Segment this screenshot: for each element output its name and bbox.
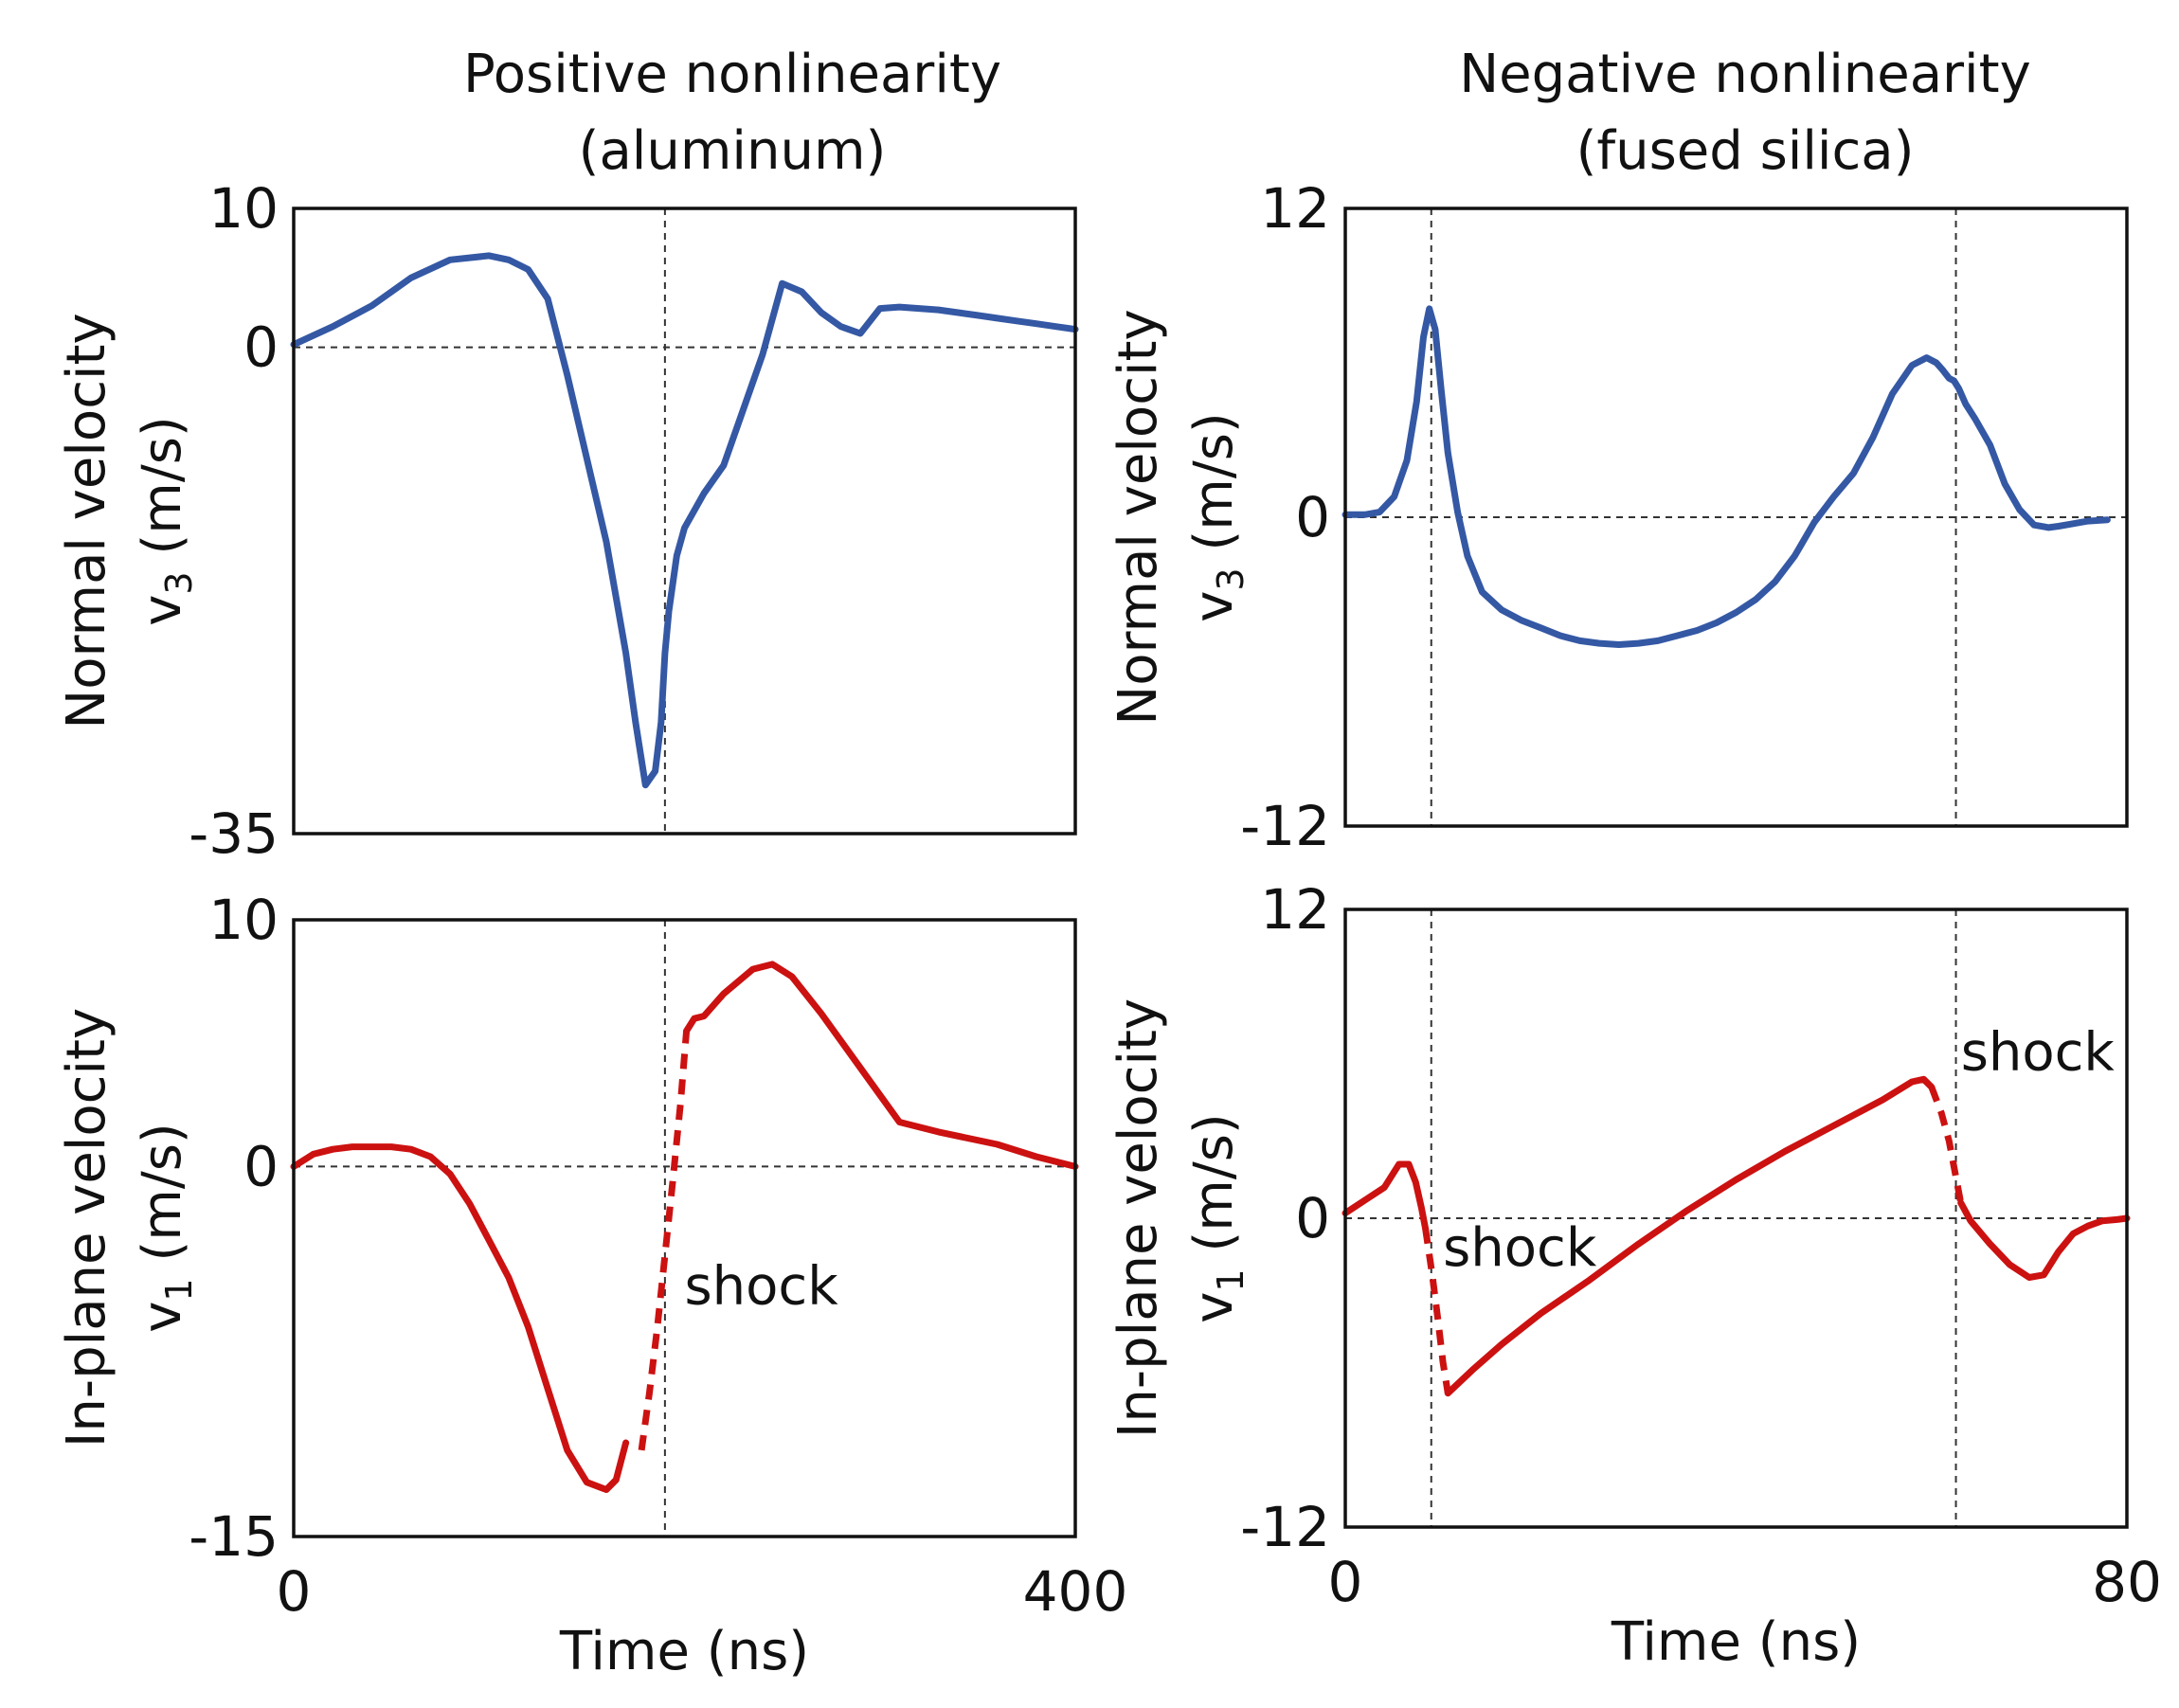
y-tick-label: 10 [208, 888, 279, 952]
series-v3-segment-0 [1342, 305, 2111, 648]
x-tick-label: 0 [277, 1559, 312, 1624]
y-tick-label: 0 [1295, 1186, 1330, 1250]
y-tick-label: 12 [1260, 877, 1330, 942]
y-tick-label: 10 [208, 176, 279, 241]
y-tick-label: 0 [1295, 485, 1330, 549]
y-axis-label: Normal velocity [1108, 309, 1169, 725]
series-v1-segment-0 [1342, 1160, 1430, 1232]
x-tick-label: 80 [2092, 1550, 2162, 1614]
y-tick-label: 0 [243, 1134, 279, 1198]
shock-annotation: shock [1443, 1217, 1597, 1279]
left-column-subtitle: (aluminum) [579, 120, 887, 182]
series-v3-segment-0 [290, 252, 1079, 789]
series-v1-segment-0 [290, 1143, 630, 1493]
series-v1-segment-1 [638, 1030, 691, 1451]
y-axis-sublabel: v1 (m/s) [1183, 1113, 1252, 1322]
y-axis-sublabel: v3 (m/s) [1183, 412, 1252, 621]
panel-silica-normal-velocity: 12 0 -12 Normal velocity v3 (m/s) [1108, 176, 2129, 858]
y-axis-label: In-plane velocity [1108, 998, 1169, 1438]
series-v1-segment-1 [1422, 1228, 1451, 1394]
plot-frame [1343, 207, 2129, 828]
series-v1-segment-3 [1928, 1086, 1965, 1204]
y-tick-label: -15 [189, 1504, 279, 1569]
plot-frame [292, 207, 1077, 836]
x-tick-label: 400 [1023, 1559, 1128, 1624]
y-tick-label: -12 [1240, 794, 1330, 858]
y-tick-label: -12 [1240, 1495, 1330, 1559]
y-axis-sublabel: v1 (m/s) [132, 1123, 200, 1332]
panel-aluminum-normal-velocity: 10 0 -35 Normal velocity v3 (m/s) [56, 176, 1079, 866]
y-tick-label: 0 [243, 315, 279, 380]
x-axis-label: Time (ns) [1611, 1611, 1861, 1673]
left-column-title: Positive nonlinearity [463, 44, 1001, 105]
right-column-title: Negative nonlinearity [1459, 44, 2030, 105]
x-tick-label: 0 [1328, 1550, 1363, 1614]
y-tick-label: -35 [189, 801, 279, 866]
x-axis-label: Time (ns) [559, 1621, 809, 1682]
plot-frame [292, 918, 1077, 1538]
y-axis-label: In-plane velocity [56, 1008, 117, 1447]
y-axis-sublabel: v3 (m/s) [132, 416, 200, 625]
series-v1-segment-2 [683, 961, 1079, 1170]
plot-frame [1343, 908, 2129, 1529]
right-column-subtitle: (fused silica) [1576, 120, 1915, 182]
series-v1-segment-4 [1957, 1199, 2131, 1281]
shock-annotation: shock [1961, 1021, 2116, 1083]
y-tick-label: 12 [1260, 176, 1330, 241]
series-v1-segment-2 [1444, 1075, 1936, 1397]
shock-annotation: shock [685, 1255, 839, 1317]
y-axis-label: Normal velocity [56, 313, 117, 728]
